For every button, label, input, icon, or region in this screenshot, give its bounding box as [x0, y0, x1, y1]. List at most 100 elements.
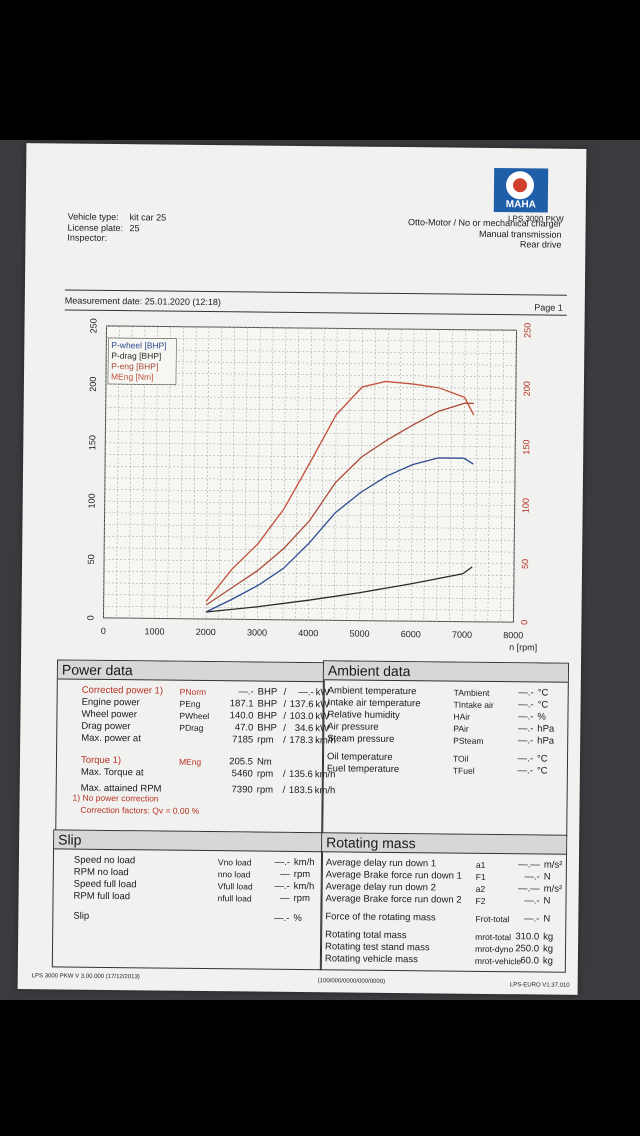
power-data-title: Power data [61, 661, 133, 679]
power-row-unit1: BHP [257, 686, 278, 698]
power-row-value1: 7390 [231, 784, 253, 796]
slip-row-unit: km/h [293, 880, 315, 893]
power-row-unit1: BHP [257, 698, 278, 710]
ambient-row-symbol: PSteam [453, 735, 484, 746]
rotating-mass-row-symbol: a1 [475, 859, 486, 870]
power-row-value2: 135.6 [289, 768, 313, 781]
ambient-data-title: Ambient data [327, 662, 411, 680]
ambient-row-unit: % [537, 711, 546, 723]
grid-line-x [308, 328, 312, 621]
slip-row-value: —.- [274, 880, 290, 892]
ambient-row-label: Ambient temperature [327, 685, 417, 698]
grid-line-y [103, 605, 514, 611]
power-row-value1: 187.1 [229, 698, 254, 710]
ambient-row-symbol: HAir [453, 711, 471, 722]
rotating-mass-row-symbol: a2 [475, 883, 486, 894]
grid-line-y [106, 337, 517, 343]
power-row-symbol: PEng [179, 698, 201, 709]
y-tick-label-right: 0 [519, 620, 529, 625]
grid-line-x [282, 327, 287, 620]
grid-line-x [333, 328, 338, 621]
grid-line-y [105, 465, 516, 471]
rotating-mass-row-unit: m/s² [543, 883, 563, 895]
ambient-row-unit: hPa [537, 723, 555, 735]
x-tick-label: 2000 [196, 627, 216, 637]
grid-line-x [449, 329, 453, 622]
rotating-mass-row-value: 310.0 [515, 931, 540, 943]
slip-section: Slip Speed no load Vno load —.- km/h RPM no … [51, 829, 324, 971]
x-tick-label: 3000 [247, 627, 267, 637]
power-row-value2: 183.5 [288, 784, 313, 797]
rotating-mass-section: Rotating mass Average delay run down 1 a1… [319, 832, 568, 973]
grid-line-x [461, 329, 466, 622]
ambient-row-unit: °C [537, 687, 549, 699]
x-tick-label: 5000 [350, 629, 370, 639]
grid-line-y [104, 500, 515, 506]
legend-entry: P-drag [BHP] [111, 350, 161, 361]
ambient-row-unit: °C [536, 765, 548, 777]
ambient-row-value: —.- [517, 753, 534, 765]
power-row-symbol: MEng [178, 756, 202, 767]
ambient-row-label: Steam pressure [327, 733, 395, 745]
grid-line-x [513, 330, 517, 623]
power-row-unit1: BHP [257, 710, 278, 722]
y-tick-label-right: 250 [522, 323, 532, 338]
grid-line-x [231, 327, 235, 620]
grid-line-x [397, 329, 402, 622]
footer-center: (100/000/0000/000/0000) [317, 978, 386, 985]
grid-line-y [106, 325, 517, 331]
dyno-report-sheet: MAHA LPS 3000 PKW Vehicle type: kit car 2… [17, 143, 587, 995]
slip-row-unit: rpm [293, 868, 311, 881]
measurement-date: Measurement date: 25.01.2020 (12:18) [64, 295, 221, 308]
y-tick-label-left: 200 [88, 377, 98, 392]
grid-line-y [105, 395, 516, 401]
ambient-row-unit: °C [536, 753, 548, 765]
power-row-value1: 47.0 [234, 722, 254, 734]
x-tick-label: 0 [101, 626, 106, 636]
power-row-label: Torque 1) [80, 754, 122, 767]
grid-line-y [104, 547, 515, 553]
ambient-row-value: —.- [517, 723, 534, 735]
slip-row-symbol: Vfull load [217, 881, 253, 892]
power-row-label: Max. power at [81, 732, 141, 745]
rotating-mass-row-symbol: F2 [475, 895, 486, 906]
y-tick-label-left: 250 [88, 318, 98, 333]
rotating-mass-row-label: Rotating total mass [325, 929, 407, 942]
ambient-row-label: Intake air temperature [327, 697, 421, 710]
x-tick-label: 7000 [452, 630, 472, 640]
ambient-row-label: Relative humidity [327, 709, 400, 722]
x-axis-label: n [rpm] [509, 642, 537, 652]
power-row-label: Wheel power [81, 708, 137, 721]
rotating-mass-row-symbol: mrot-dyno [474, 943, 514, 955]
grid-line-y [105, 430, 516, 436]
grid-line-y [103, 617, 514, 623]
rotating-mass-row-symbol: F1 [475, 871, 486, 882]
rotating-mass-row-label: Average delay run down 1 [325, 857, 437, 870]
rotating-mass-title: Rotating mass [326, 834, 416, 852]
grid-line-x [500, 330, 504, 623]
grid-line-x [256, 327, 261, 620]
rotating-mass-row-value: —.- [524, 895, 540, 907]
slip-row-label: Slip [73, 910, 90, 922]
y-tick-label-left: 50 [86, 554, 96, 564]
power-row-symbol: PWheel [179, 710, 210, 722]
slip-row-value: —.- [273, 912, 290, 924]
grid-line-x [474, 329, 479, 622]
slip-row-symbol: Vno load [217, 857, 252, 868]
slip-row-value: — [280, 868, 290, 880]
slip-row-unit: rpm [293, 892, 310, 905]
power-row-value2: 34.6 [294, 722, 314, 735]
grid-line-y [104, 512, 515, 518]
ambient-row-label: Oil temperature [326, 751, 393, 763]
grid-line-y [105, 407, 516, 413]
series-line [205, 402, 474, 606]
ambient-row-symbol: TOil [452, 753, 469, 764]
y-tick-label-right: 150 [521, 440, 531, 455]
rotating-mass-row-value: —.- [524, 871, 540, 883]
page-number: Page 1 [534, 302, 563, 313]
rotating-mass-row-value: —.— [517, 883, 540, 895]
rotating-mass-row-unit: kg [542, 955, 554, 967]
ambient-row-label: Air pressure [327, 721, 379, 733]
ambient-row-value: —.- [518, 687, 534, 699]
